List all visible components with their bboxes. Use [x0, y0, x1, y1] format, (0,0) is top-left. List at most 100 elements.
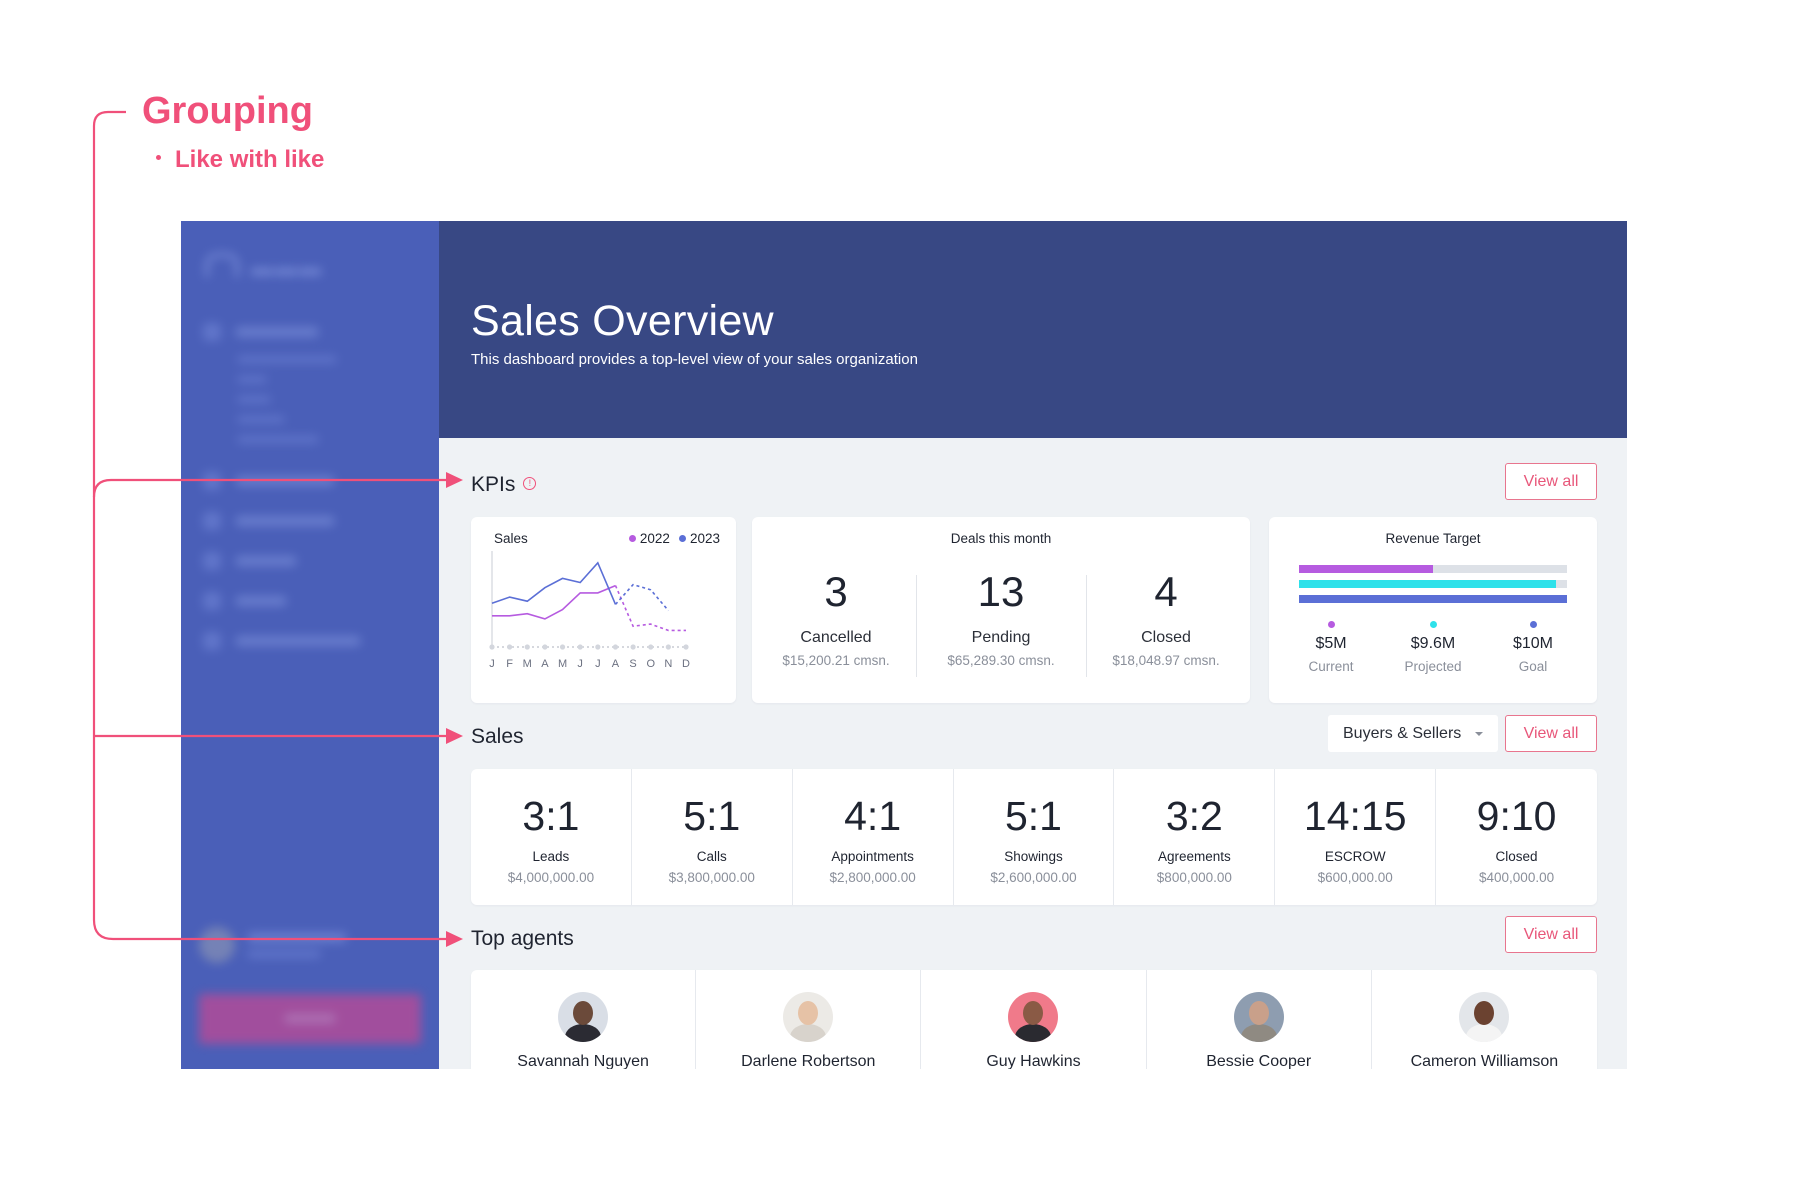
sidebar-item[interactable] [203, 632, 361, 650]
agent-card-item[interactable]: Savannah Nguyen [471, 970, 697, 1069]
user-role [247, 949, 321, 958]
x-axis-dot [542, 644, 548, 650]
agent-name: Cameron Williamson [1410, 1053, 1559, 1069]
deal-commission: $15,200.21 cmsn. [782, 653, 890, 668]
revenue-label: Projected [1404, 659, 1462, 674]
menu-icon [203, 512, 221, 530]
agent-card-item[interactable]: Darlene Robertson [696, 970, 922, 1069]
deal-cancelled: 3 Cancelled $15,200.21 cmsn. [752, 567, 920, 668]
info-circle-icon[interactable]: ! [523, 476, 537, 490]
agent-name: Darlene Robertson [741, 1053, 876, 1069]
deal-closed: 4 Closed $18,048.97 cmsn. [1082, 567, 1250, 668]
x-tick-label: M [523, 658, 532, 670]
x-tick-label: J [577, 658, 583, 670]
sidebar-item[interactable] [203, 512, 335, 530]
ratio-value: 4:1 [844, 793, 902, 839]
avatar-body [790, 1024, 827, 1042]
revenue-bar-fill [1299, 595, 1567, 603]
deal-label: Cancelled [800, 629, 872, 646]
annotation-title: Grouping [142, 90, 313, 132]
kpis-section-title: KPIs! [471, 473, 537, 497]
legend-dot-icon [628, 535, 636, 542]
x-axis-dot [630, 644, 636, 650]
revenue-value: $9.6M [1410, 635, 1456, 652]
menu-icon [203, 592, 221, 610]
sales-ratio-agreements: 3:2 Agreements $800,000.00 [1114, 769, 1276, 905]
sidebar-subitem[interactable] [237, 396, 271, 403]
sign-out-button[interactable] [199, 994, 421, 1044]
ratio-amount: $600,000.00 [1317, 870, 1393, 885]
sign-out-label [284, 1014, 336, 1023]
sales-ratio-calls: 5:1 Calls $3,800,000.00 [632, 769, 793, 905]
sidebar-blurred-content: ▬▬▬ [181, 221, 439, 1069]
x-axis-dot [489, 644, 495, 650]
sidebar-subitem[interactable] [237, 436, 319, 443]
ratio-value: 3:2 [1165, 793, 1223, 839]
revenue-projected: $9.6M Projected [1383, 621, 1483, 674]
dropdown-value: Buyers & Sellers [1343, 724, 1462, 742]
revenue-bar-goal [1299, 595, 1567, 603]
x-tick-label: A [612, 658, 620, 670]
avatar-body [1240, 1024, 1277, 1042]
sidebar-subitem[interactable] [237, 356, 337, 363]
avatar-head [798, 1001, 819, 1025]
x-axis-dot [612, 644, 619, 650]
buyers-sellers-dropdown[interactable]: Buyers & Sellers [1328, 715, 1498, 752]
settings-icon [203, 632, 221, 650]
agent-card-item[interactable]: Cameron Williamson [1372, 970, 1597, 1069]
agent-avatar [1233, 992, 1284, 1042]
deal-count: 3 [824, 568, 848, 615]
sales-chart-label: Sales [494, 531, 528, 546]
ratio-label: Calls [696, 849, 727, 864]
x-tick-label: J [595, 658, 601, 670]
sales-ratio-showings: 5:1 Showings $2,600,000.00 [954, 769, 1115, 905]
x-axis-dot [577, 644, 583, 650]
ratio-label: Closed [1495, 849, 1538, 864]
sidebar-subitem[interactable] [237, 416, 285, 423]
x-tick-label: S [629, 658, 636, 670]
logo-wave-icon [205, 253, 239, 277]
avatar-body [565, 1024, 602, 1042]
legend-item-2023: 2023 [678, 531, 720, 546]
deal-count: 13 [977, 568, 1025, 615]
sales-ratios-card: 3:1 Leads $4,000,000.00 5:1 Calls $3,800,000.… [471, 769, 1597, 905]
series-line-dashed-2022 [614, 585, 686, 632]
avatar [199, 927, 235, 963]
revenue-label: Current [1308, 659, 1354, 674]
sidebar-item-label [235, 556, 297, 566]
sales-view-all-button[interactable]: View all [1505, 715, 1597, 752]
agent-card-item[interactable]: Guy Hawkins [921, 970, 1147, 1069]
top-agents-card: Savannah Nguyen Darlene Robertson Guy Hawk… [471, 970, 1597, 1069]
agents-view-all-button[interactable]: View all [1505, 916, 1597, 953]
deals-title: Deals this month [950, 531, 1052, 546]
sidebar-item-label [235, 516, 335, 526]
revenue-value: $5M [1315, 635, 1347, 652]
revenue-bar-projected [1299, 580, 1567, 588]
bullet-dot-icon [156, 155, 161, 161]
ratio-label: Showings [1004, 849, 1063, 864]
page-header: Sales Overview This dashboard provides a… [439, 221, 1627, 438]
sidebar-item[interactable] [203, 552, 297, 570]
dashboard-icon [203, 323, 221, 341]
ratio-amount: $2,800,000.00 [829, 870, 916, 885]
agent-avatar [1008, 992, 1059, 1042]
status-dot-icon [1429, 621, 1437, 628]
annotation-bullet: Like with like [156, 146, 324, 174]
revenue-title: Revenue Target [1385, 531, 1481, 546]
series-line-2023 [491, 561, 617, 605]
user-profile[interactable] [199, 927, 347, 963]
sidebar-item-label [235, 636, 361, 646]
sidebar-item[interactable] [203, 592, 287, 610]
revenue-bar-current [1299, 565, 1567, 573]
sidebar-item[interactable] [203, 472, 335, 490]
avatar-body [1466, 1024, 1503, 1042]
sidebar-item-dashboard[interactable] [203, 323, 319, 341]
revenue-bar-fill [1299, 580, 1557, 588]
agent-card-item[interactable]: Bessie Cooper [1147, 970, 1372, 1069]
user-name [247, 932, 347, 942]
sidebar: ▬▬▬ [181, 221, 439, 1069]
kpis-view-all-button[interactable]: View all [1505, 463, 1597, 500]
sidebar-subitem[interactable] [237, 376, 267, 383]
